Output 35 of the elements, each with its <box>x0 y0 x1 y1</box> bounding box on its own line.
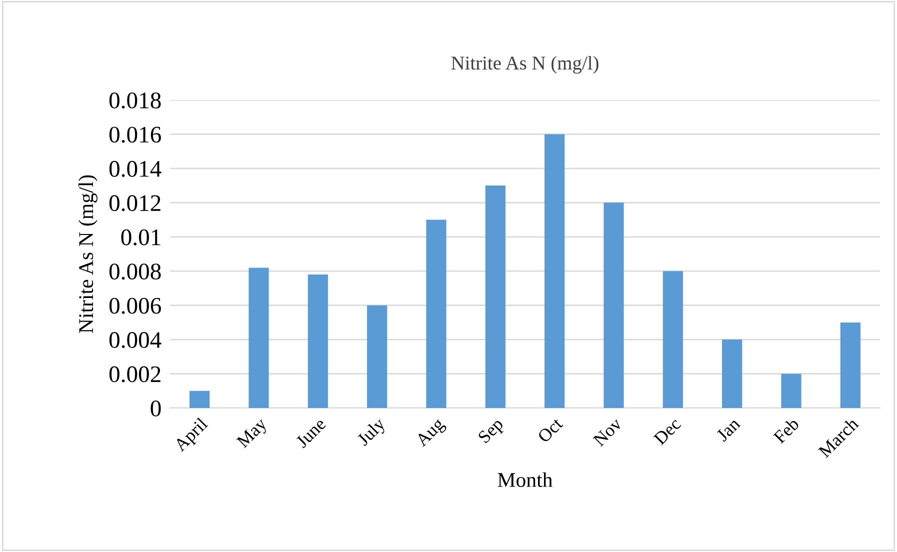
x-axis-title: Month <box>498 472 553 488</box>
y-tick-label: 0.018 <box>109 92 161 109</box>
chart-title: Nitrite As N (mg/l) <box>451 56 598 74</box>
bar <box>781 374 802 408</box>
x-tick-label: Nov <box>592 416 623 447</box>
bar <box>308 274 328 408</box>
bar <box>604 202 624 408</box>
bar <box>190 390 210 408</box>
x-tick-label: Jan <box>716 417 741 442</box>
y-tick-label: 0.01 <box>121 229 160 246</box>
x-tick-label: July <box>356 416 389 449</box>
bar <box>544 134 565 408</box>
y-tick-label: 0.012 <box>109 195 160 212</box>
y-tick-label: 0.004 <box>109 332 162 348</box>
y-tick-label: 0.014 <box>109 160 162 177</box>
y-tick-label: 0.002 <box>109 366 160 382</box>
bar <box>367 305 388 408</box>
bar <box>426 220 446 408</box>
y-axis-title: Nitrite As N (mg/l) <box>78 175 98 333</box>
x-tick-label: Feb <box>772 416 800 444</box>
bar <box>722 340 742 408</box>
y-tick-label: 0.016 <box>109 126 161 143</box>
y-tick-label: 0 <box>150 400 161 416</box>
bar <box>840 322 860 408</box>
y-tick-label: 0.006 <box>109 298 161 314</box>
bar <box>485 186 506 408</box>
x-tick-label: Aug <box>414 416 448 450</box>
x-tick-label: Sep <box>478 417 506 446</box>
y-tick-label: 0.008 <box>109 264 161 280</box>
x-tick-label: Oct <box>537 416 564 444</box>
x-tick-label: May <box>236 416 270 451</box>
bar <box>662 271 683 408</box>
x-tick-label: Dec <box>653 417 682 446</box>
x-tick-label: June <box>295 417 326 448</box>
bar <box>248 268 269 408</box>
